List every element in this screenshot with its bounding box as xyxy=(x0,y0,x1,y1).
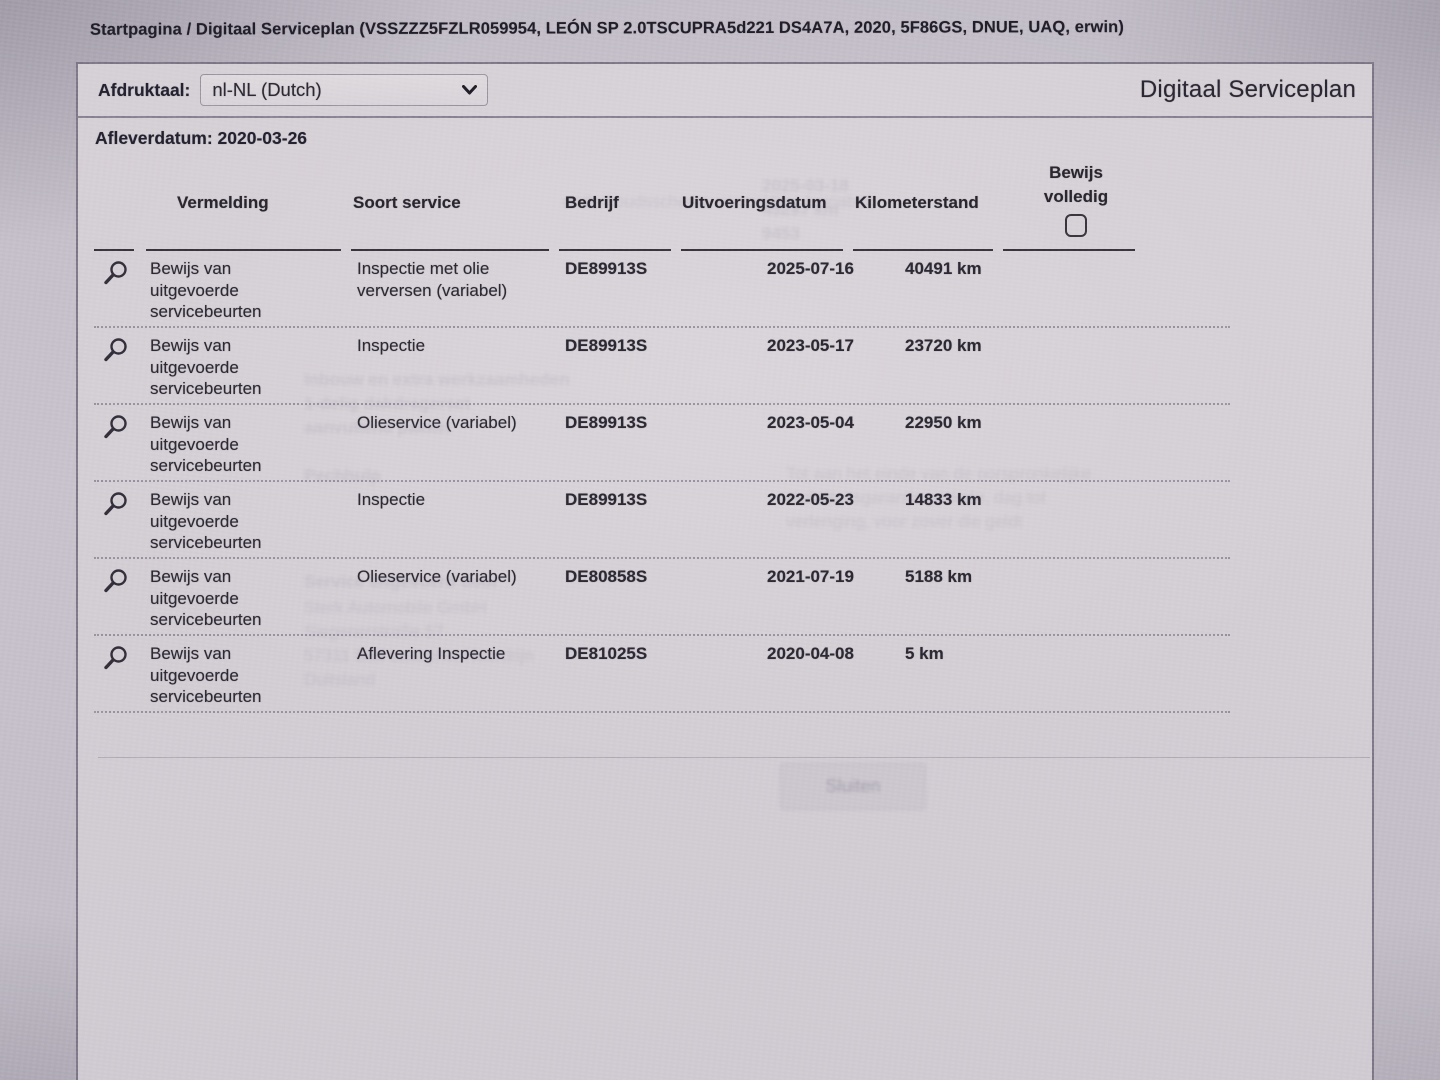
bewijs-header-line2: volledig xyxy=(1043,187,1109,206)
row-uitvoeringsdatum: 2023-05-17 xyxy=(767,336,854,355)
magnifier-icon[interactable] xyxy=(101,644,131,674)
table-row: Bewijs van uitgevoerde servicebeurten Af… xyxy=(94,636,1230,713)
row-kilometerstand: 14833 km xyxy=(905,490,982,509)
row-uitvoeringsdatum: 2025-07-16 xyxy=(767,259,854,278)
column-header-uitvoeringsdatum: Uitvoeringsdatum xyxy=(681,193,843,251)
column-header-soort-service: Soort service xyxy=(351,193,549,251)
row-soort-service: Inspectie xyxy=(357,490,426,509)
table-header-row: Vermelding Soort service Bedrijf Uitvoer… xyxy=(94,161,1230,251)
magnifier-icon[interactable] xyxy=(101,413,131,443)
row-soort-service: Inspectie met olie verversen (variabel) xyxy=(357,259,508,300)
delivery-date: Afleverdatum: 2020-03-26 xyxy=(95,128,308,148)
row-soort-service: Inspectie xyxy=(357,336,426,355)
row-detail-cell xyxy=(94,489,146,526)
magnifier-icon[interactable] xyxy=(101,259,131,289)
print-language-label: Afdruktaal: xyxy=(98,79,191,100)
row-detail-cell xyxy=(94,412,146,449)
row-bedrijf: DE89913S xyxy=(565,490,648,509)
row-vermelding: Bewijs van uitgevoerde servicebeurten xyxy=(150,336,262,398)
column-header-icon-spacer xyxy=(94,213,134,251)
row-soort-service: Aflevering Inspectie xyxy=(357,644,506,663)
row-uitvoeringsdatum: 2021-07-19 xyxy=(767,567,854,586)
bewijs-header-line1: Bewijs xyxy=(1049,163,1103,182)
row-vermelding: Bewijs van uitgevoerde servicebeurten xyxy=(150,259,262,321)
column-header-vermelding: Vermelding xyxy=(146,193,341,251)
row-bedrijf: DE89913S xyxy=(565,336,648,355)
service-history-table: Vermelding Soort service Bedrijf Uitvoer… xyxy=(94,161,1230,713)
row-vermelding: Bewijs van uitgevoerde servicebeurten xyxy=(150,567,262,629)
table-row: Bewijs van uitgevoerde servicebeurten In… xyxy=(94,328,1230,405)
row-vermelding: Bewijs van uitgevoerde servicebeurten xyxy=(150,490,262,552)
language-toolbar: Afdruktaal: nl-NL (Dutch) Digitaal Servi… xyxy=(78,64,1372,118)
magnifier-icon[interactable] xyxy=(101,567,131,597)
row-vermelding: Bewijs van uitgevoerde servicebeurten xyxy=(150,644,262,706)
print-language-select[interactable]: nl-NL (Dutch) xyxy=(200,74,489,106)
table-body: Bewijs van uitgevoerde servicebeurten In… xyxy=(94,251,1230,713)
serviceplan-panel: Afdruktaal: nl-NL (Dutch) Digitaal Servi… xyxy=(76,62,1374,1080)
breadcrumb: Startpagina / Digitaal Serviceplan (VSSZ… xyxy=(89,18,1124,39)
row-detail-cell xyxy=(94,643,146,680)
column-header-kilometerstand: Kilometerstand xyxy=(853,193,993,251)
row-detail-cell xyxy=(94,335,146,372)
row-uitvoeringsdatum: 2023-05-04 xyxy=(767,413,854,432)
row-kilometerstand: 23720 km xyxy=(905,336,982,355)
row-kilometerstand: 40491 km xyxy=(905,259,982,278)
print-language-selected-value: nl-NL (Dutch) xyxy=(212,79,322,100)
row-kilometerstand: 22950 km xyxy=(905,413,982,432)
magnifier-icon[interactable] xyxy=(101,336,131,366)
row-vermelding: Bewijs van uitgevoerde servicebeurten xyxy=(150,413,262,475)
page-title: Digitaal Serviceplan xyxy=(1139,76,1356,103)
row-bedrijf: DE80858S xyxy=(565,567,648,586)
table-row: Bewijs van uitgevoerde servicebeurten Ol… xyxy=(94,405,1230,482)
row-uitvoeringsdatum: 2022-05-23 xyxy=(767,490,854,509)
row-soort-service: Olieservice (variabel) xyxy=(357,567,517,586)
row-soort-service: Olieservice (variabel) xyxy=(357,413,517,432)
ghost-sluiten-button: Sluiten xyxy=(780,763,926,810)
table-row: Bewijs van uitgevoerde servicebeurten In… xyxy=(94,251,1230,328)
bewijs-volledig-checkbox[interactable] xyxy=(1065,214,1087,237)
row-kilometerstand: 5188 km xyxy=(905,567,973,586)
chevron-down-icon xyxy=(462,85,478,95)
table-row: Bewijs van uitgevoerde servicebeurten Ol… xyxy=(94,559,1230,636)
row-detail-cell xyxy=(94,566,146,603)
column-header-bewijs-volledig: Bewijs volledig xyxy=(1003,161,1135,251)
column-header-bedrijf: Bedrijf xyxy=(559,193,671,251)
row-bedrijf: DE81025S xyxy=(565,644,648,663)
row-kilometerstand: 5 km xyxy=(905,644,944,663)
table-row: Bewijs van uitgevoerde servicebeurten In… xyxy=(94,482,1230,559)
row-bedrijf: DE89913S xyxy=(565,413,648,432)
row-bedrijf: DE89913S xyxy=(565,259,648,278)
row-uitvoeringsdatum: 2020-04-08 xyxy=(767,644,854,663)
magnifier-icon[interactable] xyxy=(101,490,131,520)
row-detail-cell xyxy=(94,258,146,295)
faint-divider-line xyxy=(98,757,1370,758)
